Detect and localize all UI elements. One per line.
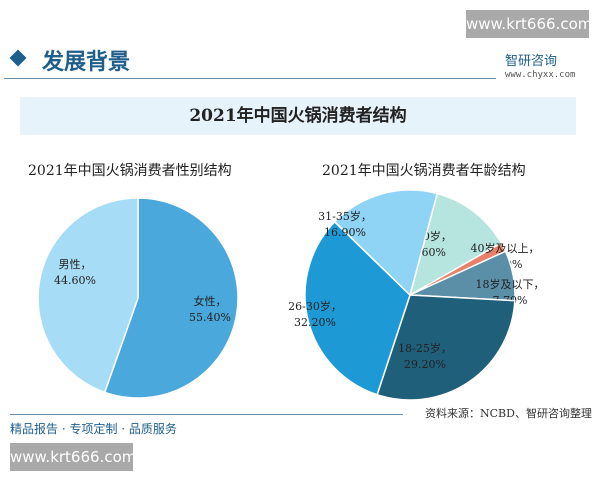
chart-title-age: 2021年中国火锅消费者年龄结构 xyxy=(322,163,526,179)
banner-title: 2021年中国火锅消费者结构 xyxy=(20,97,576,135)
source-note: 资料来源：NCBD、智研咨询整理 xyxy=(425,407,592,420)
pie-slice xyxy=(376,294,516,401)
pie-slice xyxy=(37,197,139,394)
watermark-top: www.krt666.com xyxy=(466,10,592,38)
pie-slice xyxy=(408,192,503,297)
footer-divider xyxy=(10,414,403,415)
data-label: 44.60% xyxy=(54,274,96,287)
header-divider xyxy=(4,78,496,79)
data-label: 55.40% xyxy=(189,311,231,324)
watermark-bottom: www.krt666.com xyxy=(10,443,136,471)
brand-logo: 智研咨询 xyxy=(505,54,558,69)
data-label: 18岁及以下， xyxy=(476,277,545,291)
data-label: 16.90% xyxy=(324,226,366,239)
chart-title-gender: 2021年中国火锅消费者性别结构 xyxy=(28,163,232,179)
slogan: 精品报告 · 专项定制 · 品质服务 xyxy=(10,422,177,436)
pie-slice xyxy=(333,189,439,297)
pie-slice xyxy=(304,220,411,396)
data-label: 32.20% xyxy=(294,316,336,329)
data-label: 26-30岁， xyxy=(288,299,342,313)
brand-url: www.chyxx.com xyxy=(505,70,576,80)
data-label: 29.20% xyxy=(404,358,446,371)
data-label: 男性， xyxy=(59,257,92,271)
data-label: 31-35岁， xyxy=(318,209,372,223)
data-label: 女性， xyxy=(194,294,227,308)
data-label: 18-25岁， xyxy=(398,341,452,355)
data-label: 40岁及以上， xyxy=(471,241,540,255)
section-title: 发展背景 xyxy=(42,49,131,75)
